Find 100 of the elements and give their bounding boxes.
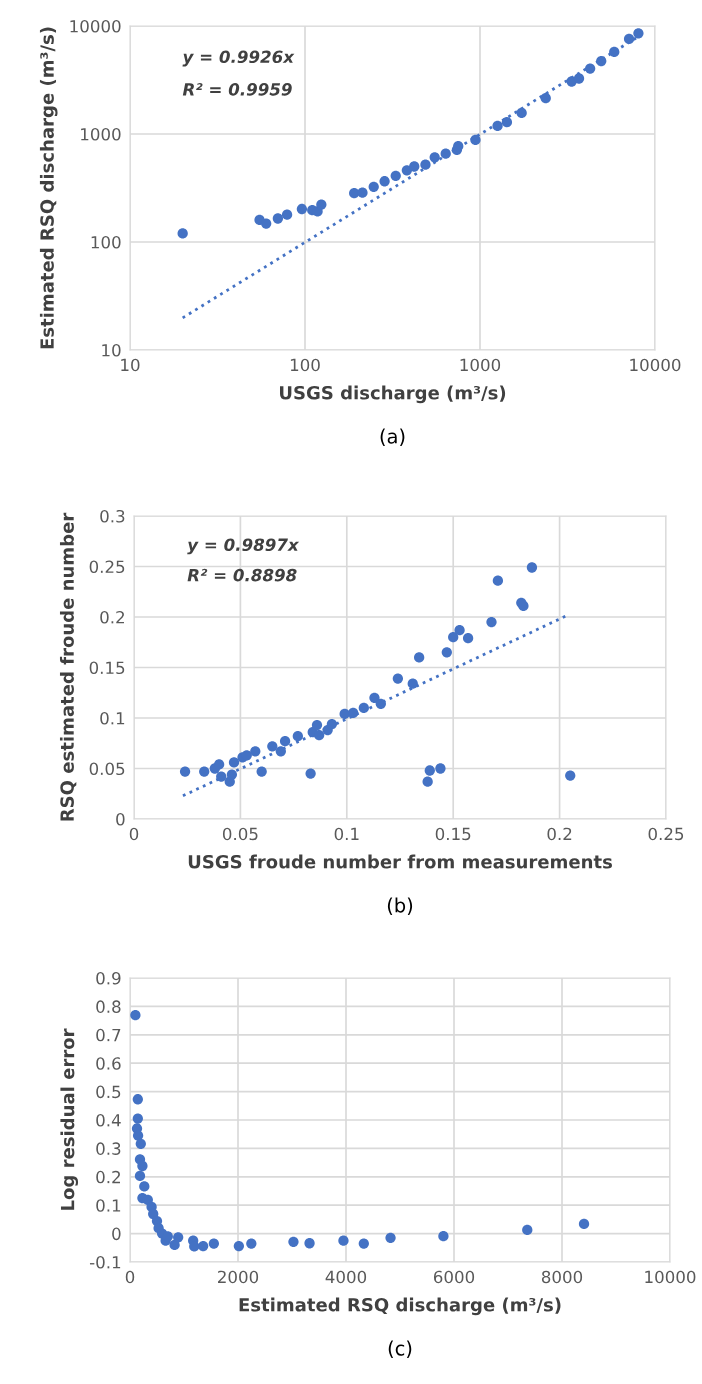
y-tick-label: 10 — [102, 343, 121, 357]
point — [311, 719, 323, 731]
annotation: R² = 0.9959 — [182, 83, 292, 96]
x-tick-label: 0 — [125, 1270, 135, 1284]
y-tick-label: 10000 — [70, 19, 121, 33]
x-tick-label: 6000 — [433, 1270, 475, 1284]
y-tick-label: 0.7 — [96, 1028, 121, 1042]
x-tick-label: 1000 — [460, 358, 501, 372]
point — [288, 1236, 299, 1247]
point — [486, 616, 497, 628]
point — [358, 702, 369, 714]
point — [241, 750, 252, 761]
point — [134, 1170, 146, 1182]
point — [448, 632, 459, 643]
x-tick-label: 0.25 — [648, 827, 684, 841]
point — [267, 741, 278, 752]
y-tick-label: 0.6 — [96, 1057, 121, 1070]
text: (c) — [388, 1340, 412, 1358]
y-tick-label: 0.15 — [89, 661, 125, 675]
x-tick-label: 4000 — [325, 1270, 367, 1284]
y-tick-label: 0.5 — [96, 1085, 121, 1099]
x-axis-title: USGS froude number from measurements — [188, 854, 612, 869]
x-axis-title: Estimated RSQ discharge (m³/s) — [239, 1297, 561, 1316]
y-tick-label: 100 — [91, 235, 121, 249]
x-tick-label: 0.2 — [547, 827, 572, 841]
point — [226, 769, 238, 780]
annotation: R² = 0.8898 — [187, 568, 297, 582]
x-tick-label: 10000 — [630, 358, 681, 372]
point — [392, 673, 404, 684]
annotation: y = 0.9926x — [182, 50, 295, 67]
point — [422, 776, 433, 787]
point — [139, 1181, 150, 1192]
point — [173, 1232, 184, 1243]
point — [385, 1232, 396, 1244]
x-tick-label: 0.1 — [334, 827, 359, 841]
y-tick-label: 1000 — [81, 127, 121, 141]
y-tick-label: 0.3 — [100, 509, 125, 523]
point — [213, 759, 225, 770]
x-tick-label: 0.05 — [222, 827, 258, 841]
text: (a) — [380, 428, 405, 446]
point — [216, 771, 227, 782]
point — [338, 1235, 349, 1246]
point — [578, 1218, 590, 1230]
point — [137, 1160, 148, 1172]
y-tick-label: 0.1 — [100, 711, 125, 725]
point — [199, 766, 210, 777]
point — [256, 766, 267, 777]
y-tick-label: 0 — [116, 812, 125, 826]
y-tick-label: 0.9 — [96, 971, 121, 985]
x-tick-label: 2000 — [218, 1270, 259, 1284]
point — [526, 562, 538, 573]
point — [233, 1240, 245, 1252]
point — [198, 1240, 209, 1252]
point — [326, 718, 338, 730]
x-tick-label: 8000 — [541, 1270, 583, 1284]
y-tick-label: 0.25 — [89, 560, 125, 574]
y-tick-label: 0.2 — [100, 610, 124, 624]
point — [375, 698, 386, 710]
point — [441, 647, 452, 658]
y-tick-label: 0 — [112, 1227, 121, 1241]
point — [189, 1241, 200, 1252]
x-tick-label: 0 — [129, 827, 139, 841]
x-axis-title: USGS discharge (m³/s) — [280, 385, 506, 404]
point — [305, 768, 316, 779]
point — [462, 633, 474, 644]
y-tick-label: 0.8 — [96, 1000, 121, 1013]
point — [279, 736, 291, 747]
point — [358, 1238, 369, 1249]
point — [565, 770, 576, 781]
point — [435, 763, 446, 774]
point — [304, 1238, 315, 1249]
y-axis-title: Log residual error — [60, 1028, 79, 1210]
y-tick-label: 0.1 — [96, 1199, 121, 1212]
point — [132, 1113, 143, 1124]
point — [208, 1238, 220, 1249]
point — [130, 1010, 141, 1021]
point — [228, 757, 240, 768]
point — [348, 707, 359, 719]
y-tick-label: 0.4 — [96, 1113, 121, 1127]
x-tick-label: 100 — [290, 358, 320, 372]
y-tick-label: 0.05 — [89, 762, 125, 776]
x-tick-label: 10 — [121, 358, 140, 372]
point — [407, 678, 418, 689]
y-tick-label: 0.3 — [96, 1142, 121, 1155]
point — [414, 652, 425, 663]
point — [522, 1224, 533, 1236]
point — [132, 1130, 144, 1141]
point — [424, 765, 435, 776]
point — [438, 1231, 449, 1242]
point — [454, 624, 465, 636]
point — [292, 731, 304, 742]
point — [275, 746, 286, 757]
y-axis-title: Estimated RSQ discharge (m³/s) — [39, 27, 58, 349]
point — [135, 1138, 146, 1150]
point — [179, 766, 191, 777]
annotation: y = 0.9897x — [187, 538, 300, 555]
point — [132, 1094, 143, 1105]
text: (b) — [387, 897, 413, 915]
point — [492, 575, 504, 586]
point — [246, 1238, 257, 1249]
